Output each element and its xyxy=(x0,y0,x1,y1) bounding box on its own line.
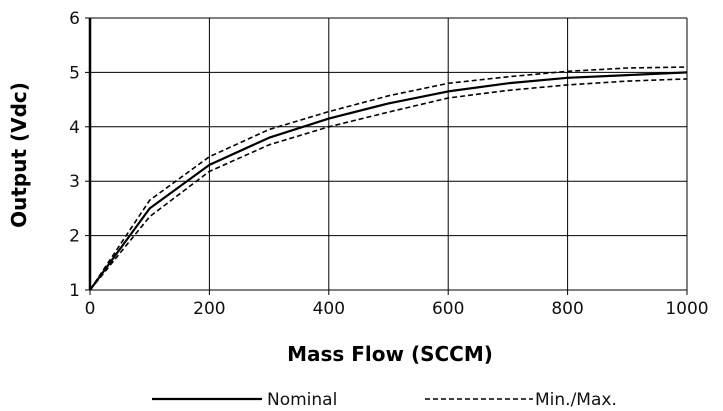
y-tick-label: 2 xyxy=(69,227,80,247)
y-tick-label: 6 xyxy=(69,9,80,29)
axes xyxy=(85,17,688,295)
min-line xyxy=(89,78,688,291)
series-lines xyxy=(89,66,688,291)
max-line xyxy=(89,66,688,291)
x-tick-label: 1000 xyxy=(665,299,708,319)
y-tick-label: 1 xyxy=(69,281,80,301)
grid-lines xyxy=(89,17,688,291)
tick-labels: 0 200 400 600 800 1000 1 2 3 4 5 6 xyxy=(69,9,708,319)
x-tick-label: 200 xyxy=(193,299,225,319)
nominal-line xyxy=(89,71,688,291)
y-tick-label: 3 xyxy=(69,172,80,192)
x-tick-label: 800 xyxy=(551,299,583,319)
legend: Nominal Min./Max. xyxy=(152,390,617,410)
legend-nominal-label: Nominal xyxy=(267,390,337,410)
y-axis-title: Output (Vdc) xyxy=(7,82,31,228)
y-tick-label: 5 xyxy=(69,63,80,83)
x-tick-label: 400 xyxy=(313,299,345,319)
x-axis-title: Mass Flow (SCCM) xyxy=(287,342,493,366)
legend-minmax-label: Min./Max. xyxy=(535,390,617,410)
x-tick-label: 600 xyxy=(432,299,464,319)
x-tick-label: 0 xyxy=(85,299,96,319)
y-tick-label: 4 xyxy=(69,118,80,138)
